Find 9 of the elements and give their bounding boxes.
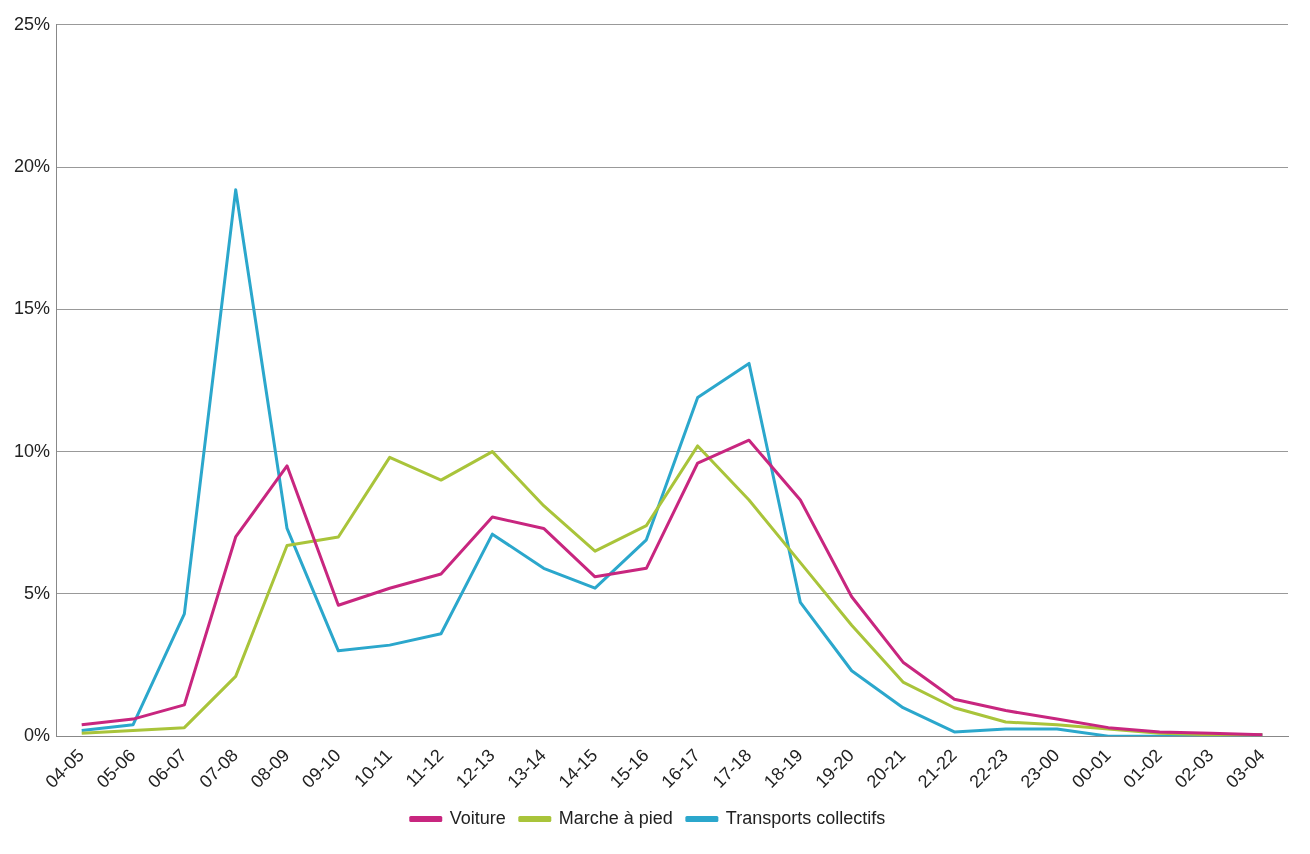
legend-label: Transports collectifs bbox=[725, 807, 886, 828]
y-tick-label: 20% bbox=[14, 156, 51, 177]
y-tick-label: 5% bbox=[24, 582, 51, 603]
legend-label: Voiture bbox=[449, 807, 506, 828]
y-tick-label: 25% bbox=[14, 13, 51, 34]
y-tick-label: 10% bbox=[14, 440, 51, 461]
legend-label: Marche à pied bbox=[558, 807, 673, 828]
y-tick-label: 15% bbox=[14, 298, 51, 319]
y-tick-label: 0% bbox=[24, 725, 51, 746]
